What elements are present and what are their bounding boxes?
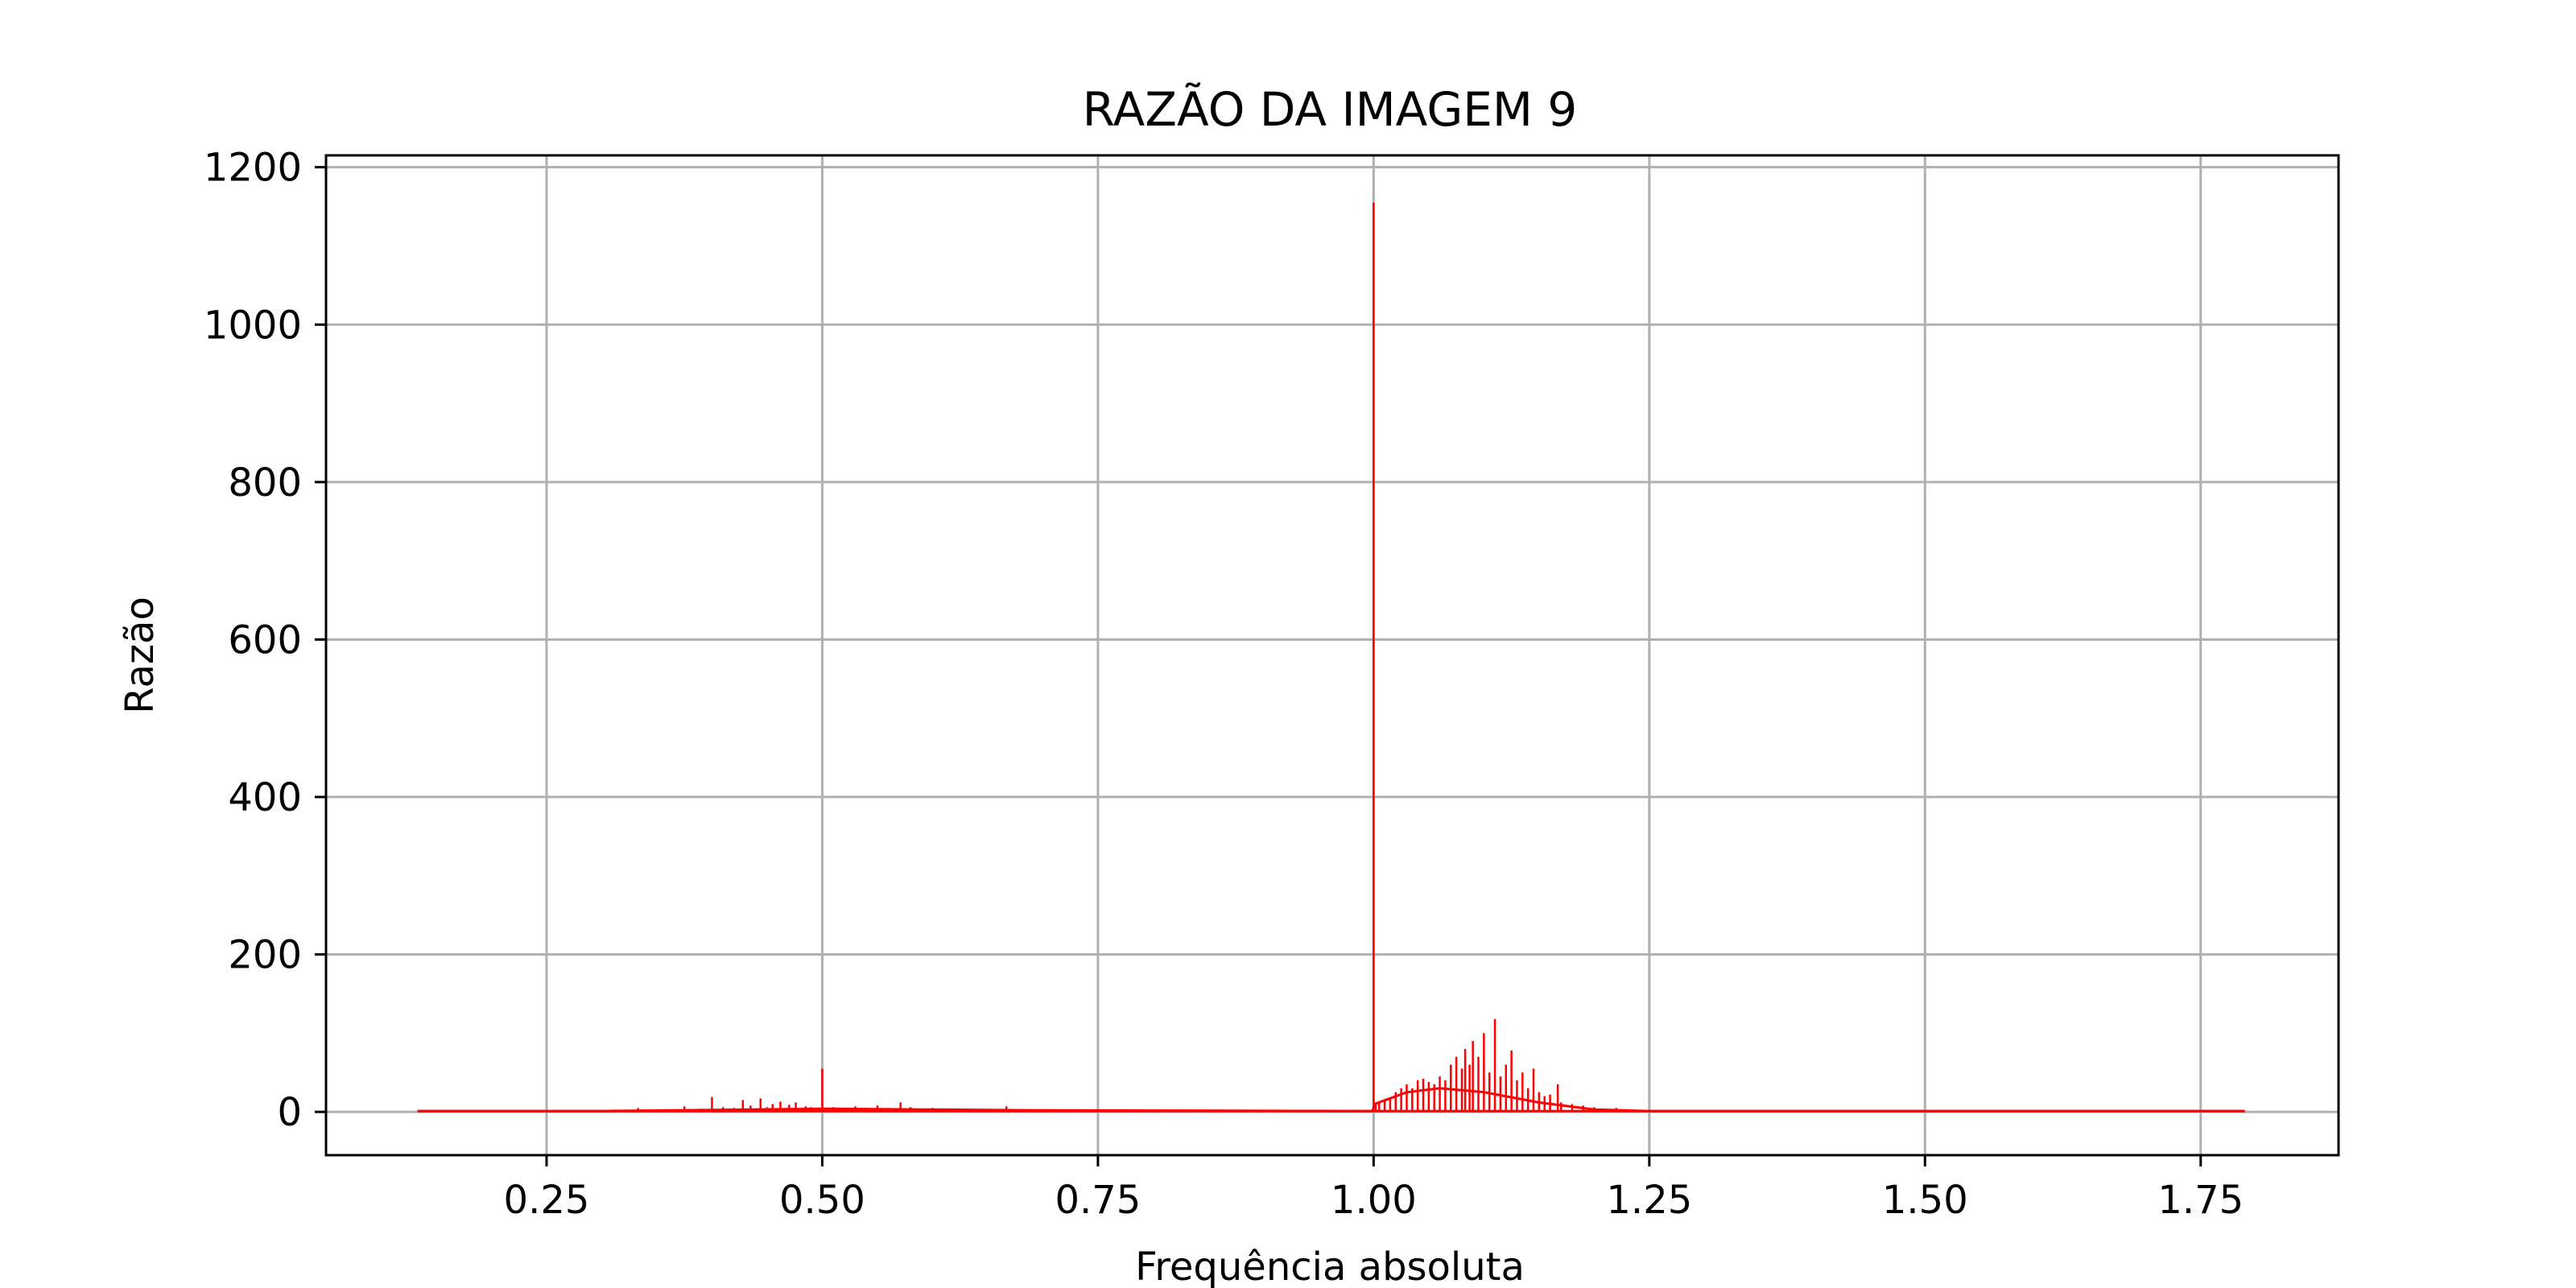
series-ratio xyxy=(417,202,2245,1113)
y-tick-label: 800 xyxy=(228,460,302,506)
x-axis: 0.25 0.50 0.75 1.00 1.25 1.50 1.75 xyxy=(504,1155,2244,1223)
chart-title: RAZÃO DA IMAGEM 9 xyxy=(1083,81,1578,137)
x-tick-label: 1.00 xyxy=(1331,1178,1417,1223)
x-tick-label: 1.25 xyxy=(1606,1178,1692,1223)
y-tick-label: 400 xyxy=(228,775,302,820)
y-axis-label: Razão xyxy=(118,597,163,714)
y-axis: 0 200 400 600 800 1000 1200 xyxy=(204,146,326,1135)
x-axis-label: Frequência absoluta xyxy=(1135,1245,1525,1288)
y-tick-label: 200 xyxy=(228,933,302,978)
x-tick-label: 1.75 xyxy=(2157,1178,2244,1223)
y-tick-label: 0 xyxy=(277,1090,302,1135)
plot-frame xyxy=(324,154,2340,1157)
grid xyxy=(326,155,2339,1155)
y-tick-label: 600 xyxy=(228,617,302,663)
x-tick-label: 0.75 xyxy=(1055,1178,1141,1223)
x-tick-label: 0.50 xyxy=(779,1178,865,1223)
y-tick-label: 1000 xyxy=(204,303,302,348)
series-envelope xyxy=(417,1087,2245,1113)
x-tick-label: 1.50 xyxy=(1882,1178,1968,1223)
x-tick-label: 0.25 xyxy=(504,1178,590,1223)
y-tick-label: 1200 xyxy=(204,146,302,191)
